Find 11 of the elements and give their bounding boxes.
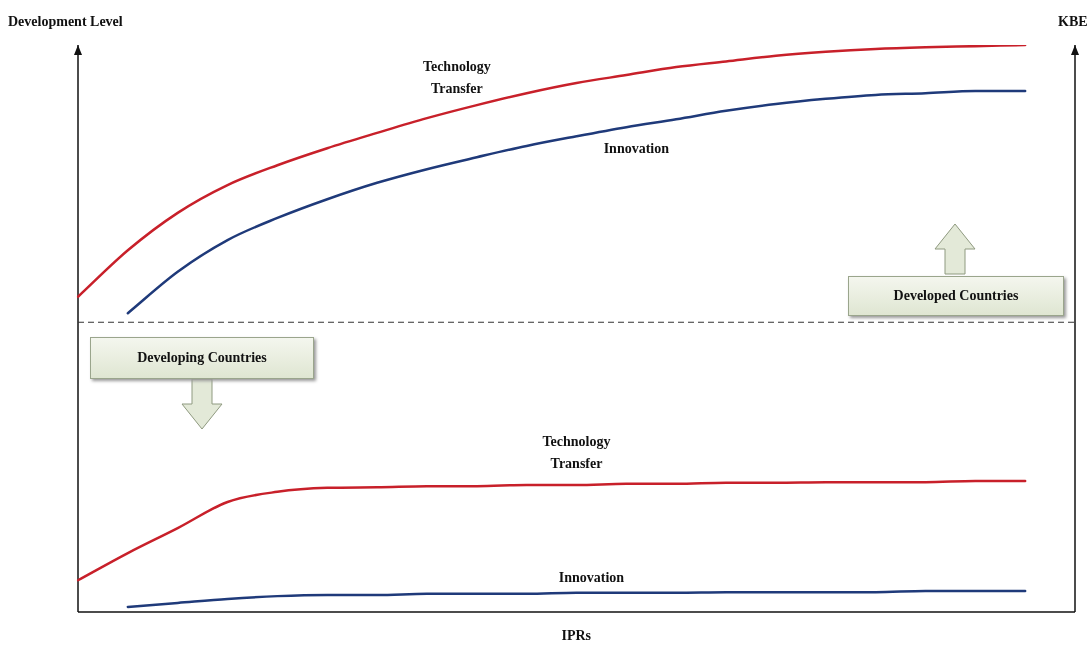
x-axis-title: IPRs bbox=[561, 628, 592, 644]
series-label: Technology Transfer bbox=[422, 58, 491, 96]
series-label: Technology Transfer bbox=[542, 433, 611, 471]
y-axis-title: Development Level bbox=[8, 14, 123, 30]
series-label: Innovation bbox=[603, 140, 670, 156]
series-label: Innovation bbox=[558, 570, 625, 586]
annotation: Developed Countries bbox=[893, 288, 1019, 304]
label-box: Developing Countries bbox=[90, 337, 314, 379]
annotation: Developing Countries bbox=[137, 350, 267, 366]
text: KBE bbox=[1058, 14, 1088, 30]
label-box: Developed Countries bbox=[848, 276, 1064, 316]
